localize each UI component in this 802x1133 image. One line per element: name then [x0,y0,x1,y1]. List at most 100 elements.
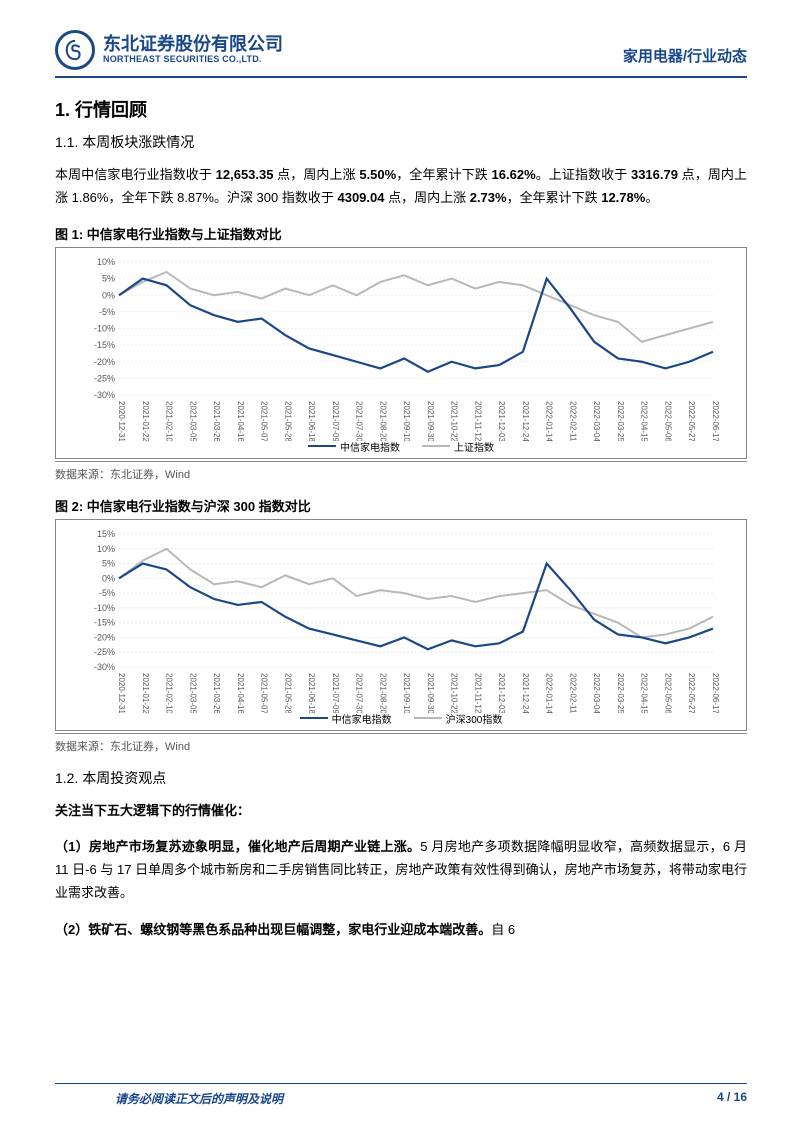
text: 。 [645,190,658,205]
page-header: 东北证券股份有限公司 NORTHEAST SECURITIES CO.,LTD.… [55,30,747,78]
svg-text:2022-04-15: 2022-04-15 [640,401,649,441]
company-names: 东北证券股份有限公司 NORTHEAST SECURITIES CO.,LTD. [103,35,283,65]
legend-label: 上证指数 [454,439,494,454]
svg-text:2021-05-28: 2021-05-28 [283,673,292,713]
svg-text:2021-02-10: 2021-02-10 [165,673,174,713]
value: 16.62% [492,167,536,182]
point-2: （2）铁矿石、螺纹钢等黑色系品种出现巨幅调整，家电行业迎成本端改善。自 6 [55,919,747,942]
svg-text:2021-02-10: 2021-02-10 [165,401,174,441]
svg-text:-15%: -15% [94,617,115,627]
svg-text:2022-02-11: 2022-02-11 [568,673,577,713]
legend-label: 中信家电指数 [332,711,392,726]
legend-label: 沪深300指数 [446,711,503,726]
text: 。上证指数收于 [536,167,631,182]
investment-lead: 关注当下五大逻辑下的行情催化： [55,800,747,823]
figure-2-title: 图 2: 中信家电行业指数与沪深 300 指数对比 [55,496,747,515]
svg-text:2021-09-30: 2021-09-30 [426,673,435,713]
svg-text:-5%: -5% [99,588,115,598]
legend-label: 中信家电指数 [340,439,400,454]
svg-text:2020-12-31: 2020-12-31 [117,673,126,713]
svg-text:2021-07-09: 2021-07-09 [331,401,340,441]
svg-text:2022-01-14: 2022-01-14 [545,673,554,713]
svg-text:2022-02-11: 2022-02-11 [568,401,577,441]
svg-text:-20%: -20% [94,632,115,642]
svg-text:-10%: -10% [94,602,115,612]
logo-icon [55,30,95,70]
svg-text:2021-08-20: 2021-08-20 [378,401,387,441]
svg-text:5%: 5% [102,273,115,283]
legend-item-2: 沪深300指数 [414,711,503,726]
svg-text:2021-01-22: 2021-01-22 [141,401,150,441]
text: ，全年累计下跌 [507,190,602,205]
svg-text:2021-10-22: 2021-10-22 [450,673,459,713]
svg-text:2021-03-26: 2021-03-26 [212,673,221,713]
svg-text:2021-06-18: 2021-06-18 [307,673,316,713]
point-2-body: 自 6 [491,922,515,937]
svg-text:10%: 10% [97,257,115,267]
value: 3316.79 [631,167,682,182]
svg-text:5%: 5% [102,558,115,568]
svg-text:2021-12-03: 2021-12-03 [497,673,506,713]
svg-text:2022-01-14: 2022-01-14 [545,401,554,441]
svg-text:2022-03-04: 2022-03-04 [592,673,601,713]
page-footer: 请务必阅读正文后的声明及说明 4 / 16 [55,1083,747,1107]
svg-text:2021-09-30: 2021-09-30 [426,401,435,441]
section-1-1-title: 1.1. 本周板块涨跌情况 [55,132,747,152]
svg-text:-15%: -15% [94,340,115,350]
svg-text:2021-12-03: 2021-12-03 [497,401,506,441]
value: 4309.04 [337,190,388,205]
svg-text:2022-06-17: 2022-06-17 [711,401,720,441]
svg-text:2021-08-20: 2021-08-20 [378,673,387,713]
svg-text:2021-03-26: 2021-03-26 [212,401,221,441]
page-number: 4 / 16 [717,1090,747,1107]
company-name-en: NORTHEAST SECURITIES CO.,LTD. [103,55,283,65]
svg-text:2021-10-22: 2021-10-22 [450,401,459,441]
svg-text:2022-03-25: 2022-03-25 [616,401,625,441]
svg-text:2022-03-25: 2022-03-25 [616,673,625,713]
svg-text:2022-05-06: 2022-05-06 [663,401,672,441]
footer-disclaimer: 请务必阅读正文后的声明及说明 [55,1090,283,1107]
svg-text:2021-05-07: 2021-05-07 [260,673,269,713]
svg-text:2021-11-12: 2021-11-12 [473,401,482,441]
chart-1-legend: 中信家电指数 上证指数 [66,439,736,454]
section-1-title: 1. 行情回顾 [55,96,747,122]
svg-text:2021-05-07: 2021-05-07 [260,401,269,441]
value: 12,653.35 [216,167,278,182]
svg-text:2022-05-27: 2022-05-27 [687,673,696,713]
figure-1-title: 图 1: 中信家电行业指数与上证指数对比 [55,224,747,243]
svg-text:2021-03-05: 2021-03-05 [188,673,197,713]
svg-text:2021-09-10: 2021-09-10 [402,401,411,441]
svg-text:15%: 15% [97,529,115,539]
section-1-2-title: 1.2. 本周投资观点 [55,768,747,788]
svg-text:2021-12-24: 2021-12-24 [521,401,530,441]
svg-text:-5%: -5% [99,306,115,316]
svg-text:2021-09-10: 2021-09-10 [402,673,411,713]
company-name-cn: 东北证券股份有限公司 [103,35,283,55]
legend-item-1: 中信家电指数 [308,439,400,454]
svg-text:-30%: -30% [94,390,115,400]
svg-text:2022-04-15: 2022-04-15 [640,673,649,713]
svg-text:-20%: -20% [94,356,115,366]
svg-text:-25%: -25% [94,647,115,657]
figure-2-chart: -30%-25%-20%-15%-10%-5%0%5%10%15%2020-12… [55,519,747,731]
figure-1-chart: -30%-25%-20%-15%-10%-5%0%5%10%2020-12-31… [55,247,747,459]
legend-swatch [308,445,336,448]
text: 本周中信家电行业指数收于 [55,167,216,182]
chart-2-legend: 中信家电指数 沪深300指数 [66,711,736,726]
svg-text:2021-05-28: 2021-05-28 [283,401,292,441]
svg-text:2022-05-06: 2022-05-06 [663,673,672,713]
chart-1-svg: -30%-25%-20%-15%-10%-5%0%5%10%2020-12-31… [66,256,736,441]
legend-swatch [300,717,328,720]
svg-text:2021-06-18: 2021-06-18 [307,401,316,441]
svg-text:2021-07-30: 2021-07-30 [355,673,364,713]
value: 12.78% [601,190,645,205]
point-1: （1）房地产市场复苏迹象明显，催化地产后周期产业链上涨。5 月房地产多项数据降幅… [55,836,747,904]
svg-text:2021-11-12: 2021-11-12 [473,673,482,713]
svg-text:2020-12-31: 2020-12-31 [117,401,126,441]
value: 5.50% [359,167,396,182]
figure-2-source: 数据来源：东北证券，Wind [55,733,747,754]
svg-text:2021-07-30: 2021-07-30 [355,401,364,441]
svg-text:0%: 0% [102,573,115,583]
legend-swatch [414,717,442,720]
svg-text:2021-12-24: 2021-12-24 [521,673,530,713]
